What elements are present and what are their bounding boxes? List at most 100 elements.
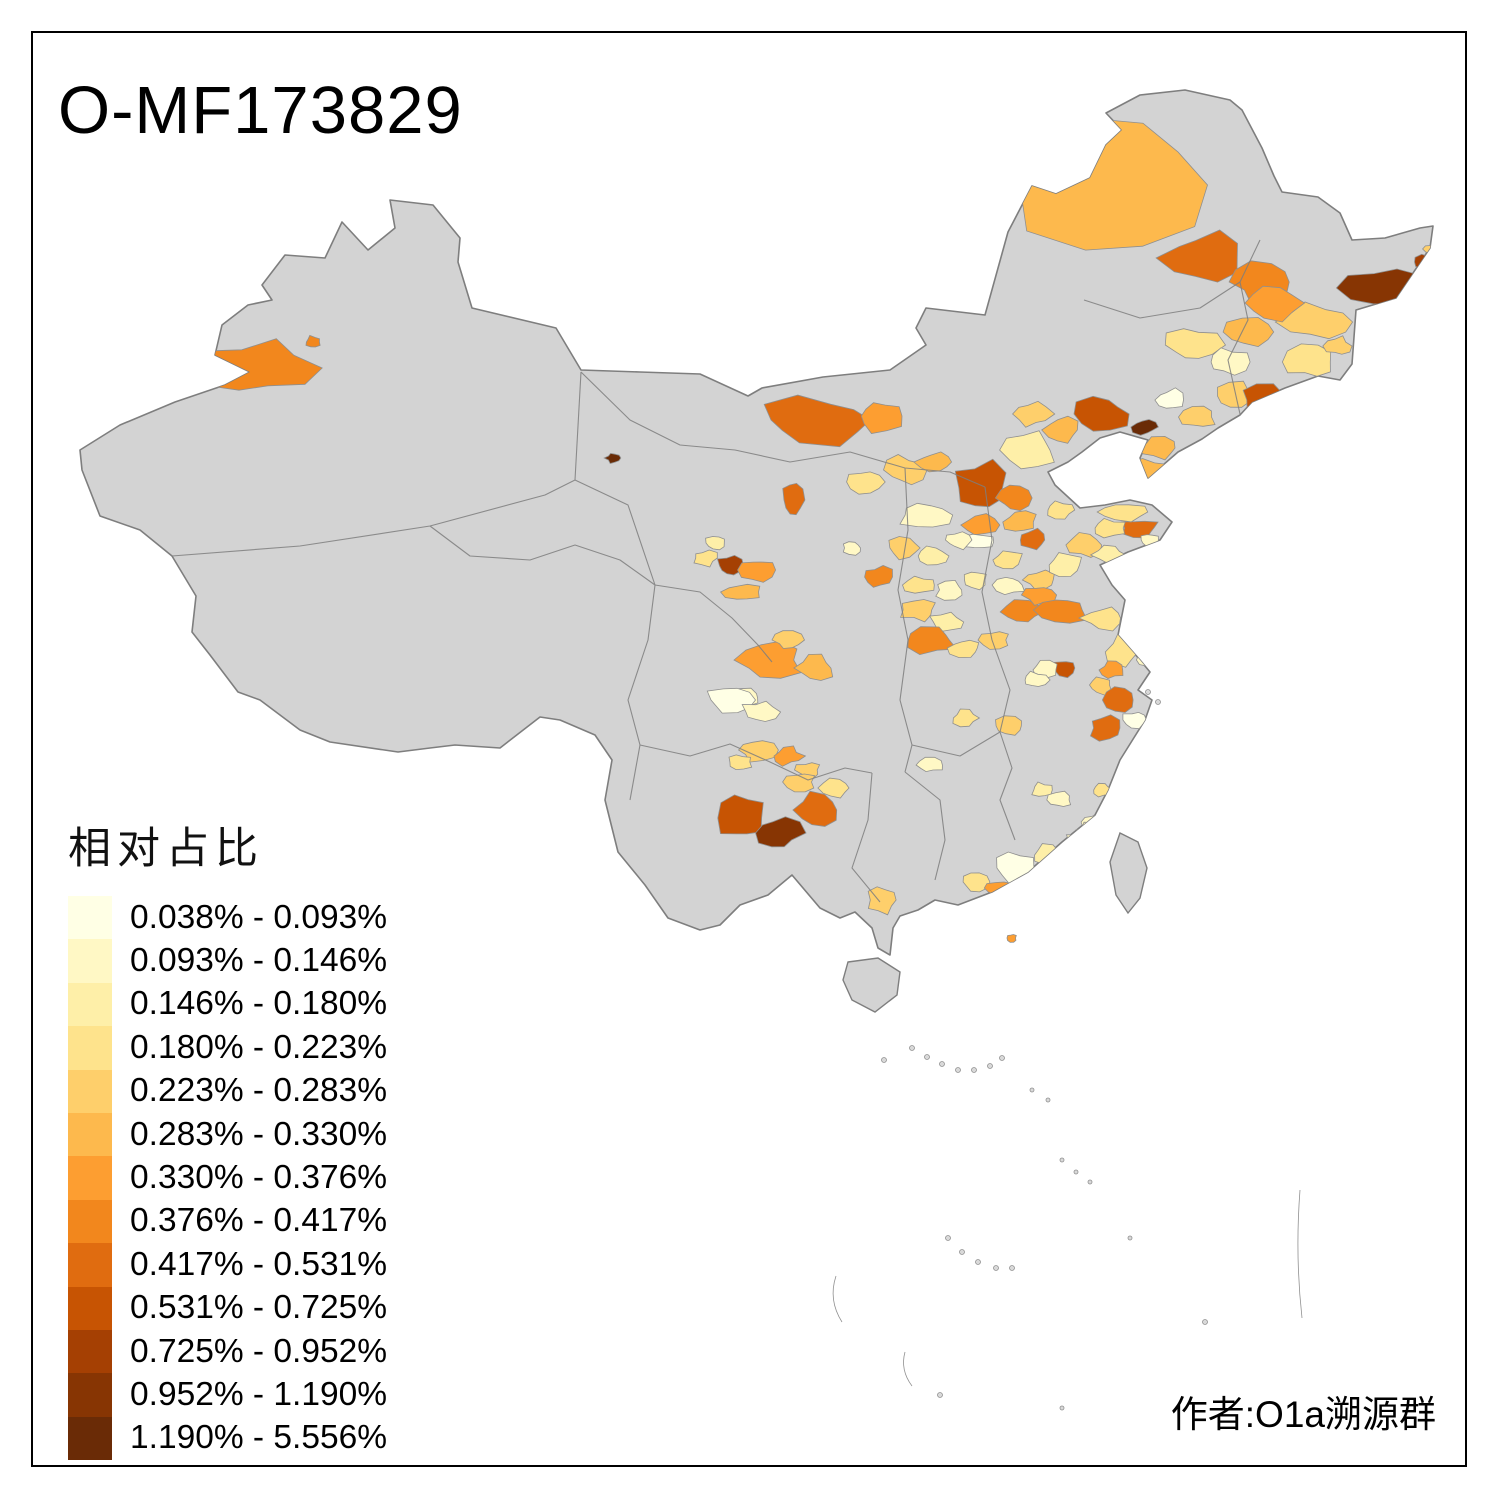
map-region <box>773 745 807 767</box>
map-region <box>1414 253 1433 271</box>
legend-row: 0.952% - 1.190% <box>68 1373 388 1417</box>
map-region <box>999 430 1055 470</box>
legend-swatch <box>68 1199 112 1244</box>
legend-label: 1.190% - 5.556% <box>130 1419 388 1457</box>
map-region <box>1073 395 1130 432</box>
legend-row: 0.531% - 0.725% <box>68 1286 388 1330</box>
legend-row: 0.417% - 0.531% <box>68 1243 388 1287</box>
legend-swatch <box>68 939 112 983</box>
map-region <box>1048 552 1082 578</box>
map-region <box>995 715 1023 736</box>
map-region <box>900 599 936 623</box>
legend-label: 0.093% - 0.146% <box>130 942 388 980</box>
map-region <box>1155 229 1238 283</box>
legend-row: 0.093% - 0.146% <box>68 939 388 983</box>
map-region <box>817 777 850 799</box>
map-region <box>782 482 806 516</box>
taiwan-island <box>1109 832 1148 915</box>
map-region <box>952 708 981 728</box>
map-region <box>842 541 861 556</box>
map-region <box>994 484 1033 512</box>
map-region <box>717 794 764 835</box>
map-region <box>1019 527 1046 551</box>
legend-row: 0.330% - 0.376% <box>68 1156 388 1200</box>
map-region <box>719 583 761 600</box>
province-borders <box>171 239 1261 903</box>
map-region <box>1032 599 1088 624</box>
legend-label: 0.376% - 0.417% <box>130 1202 388 1240</box>
legend-label: 0.725% - 0.952% <box>130 1332 388 1370</box>
legend-label: 0.283% - 0.330% <box>130 1115 388 1153</box>
map-region <box>1024 670 1051 687</box>
map-region <box>1164 328 1227 359</box>
map-region <box>705 536 725 551</box>
map-region <box>792 790 838 827</box>
legend-row: 0.223% - 0.283% <box>68 1069 388 1113</box>
map-region <box>763 394 872 448</box>
map-region <box>1096 504 1149 523</box>
legend-title: 相对占比 <box>68 825 264 873</box>
legend-label: 0.180% - 0.223% <box>130 1028 388 1066</box>
map-region <box>1222 317 1275 348</box>
legend-label: 0.531% - 0.725% <box>130 1289 388 1327</box>
legend-row: 0.283% - 0.330% <box>68 1112 388 1157</box>
map-region <box>1077 606 1121 632</box>
map-region <box>902 575 935 594</box>
legend-row: 0.180% - 0.223% <box>68 1026 388 1070</box>
legend-swatch <box>68 1069 112 1113</box>
map-region <box>1154 387 1184 409</box>
legend-row: 0.038% - 0.093% <box>68 896 387 940</box>
map-region <box>946 639 980 659</box>
map-region <box>728 754 753 771</box>
legend-row: 0.146% - 0.180% <box>68 982 388 1027</box>
map-region <box>954 458 1007 508</box>
map-region <box>977 631 1009 650</box>
map-region <box>864 565 893 588</box>
legend-swatch <box>68 1026 112 1070</box>
map-region <box>716 554 744 576</box>
map-region <box>741 700 782 722</box>
map-region <box>992 550 1023 570</box>
map-region <box>1002 510 1037 532</box>
legend-swatch <box>68 982 112 1027</box>
map-region <box>737 561 777 583</box>
map-region <box>860 402 903 434</box>
legend-row: 0.376% - 0.417% <box>68 1199 388 1244</box>
map-region <box>1178 405 1216 427</box>
map-region <box>771 630 806 649</box>
legend-rows: 0.038% - 0.093% 0.093% - 0.146% 0.146% - 0… <box>68 896 388 1461</box>
map-region <box>693 549 718 568</box>
legend-label: 0.146% - 0.180% <box>130 985 388 1023</box>
legend-row: 1.190% - 5.556% <box>68 1416 388 1461</box>
legend-label: 0.952% - 1.190% <box>130 1375 388 1413</box>
map-region <box>1041 415 1079 444</box>
map-region <box>755 816 807 848</box>
map-region <box>1130 419 1159 436</box>
legend-swatch <box>68 896 112 940</box>
map-region <box>846 471 886 495</box>
attribution: 作者:O1a溯源群 <box>1170 1394 1436 1435</box>
map-region <box>963 571 987 591</box>
map-region <box>1098 660 1124 679</box>
legend-label: 0.330% - 0.376% <box>130 1159 388 1197</box>
map-region <box>945 531 973 551</box>
legend-label: 0.417% - 0.531% <box>130 1245 388 1283</box>
map-region <box>935 579 963 601</box>
map-region <box>1094 517 1126 539</box>
map-region <box>913 451 953 473</box>
map-region <box>991 576 1026 596</box>
page-title: O-MF173829 <box>58 73 463 148</box>
legend-swatch <box>68 1286 112 1330</box>
legend-label: 0.223% - 0.283% <box>130 1072 388 1110</box>
map-region <box>1090 714 1121 742</box>
legend-swatch <box>68 1112 112 1157</box>
map-region <box>793 653 834 681</box>
map-region <box>1244 285 1306 323</box>
map-region <box>917 545 950 566</box>
map-region <box>1066 458 1102 481</box>
map-region <box>899 502 954 528</box>
map-region <box>1210 347 1251 376</box>
map-region <box>962 872 991 893</box>
legend-swatch <box>68 1329 112 1374</box>
